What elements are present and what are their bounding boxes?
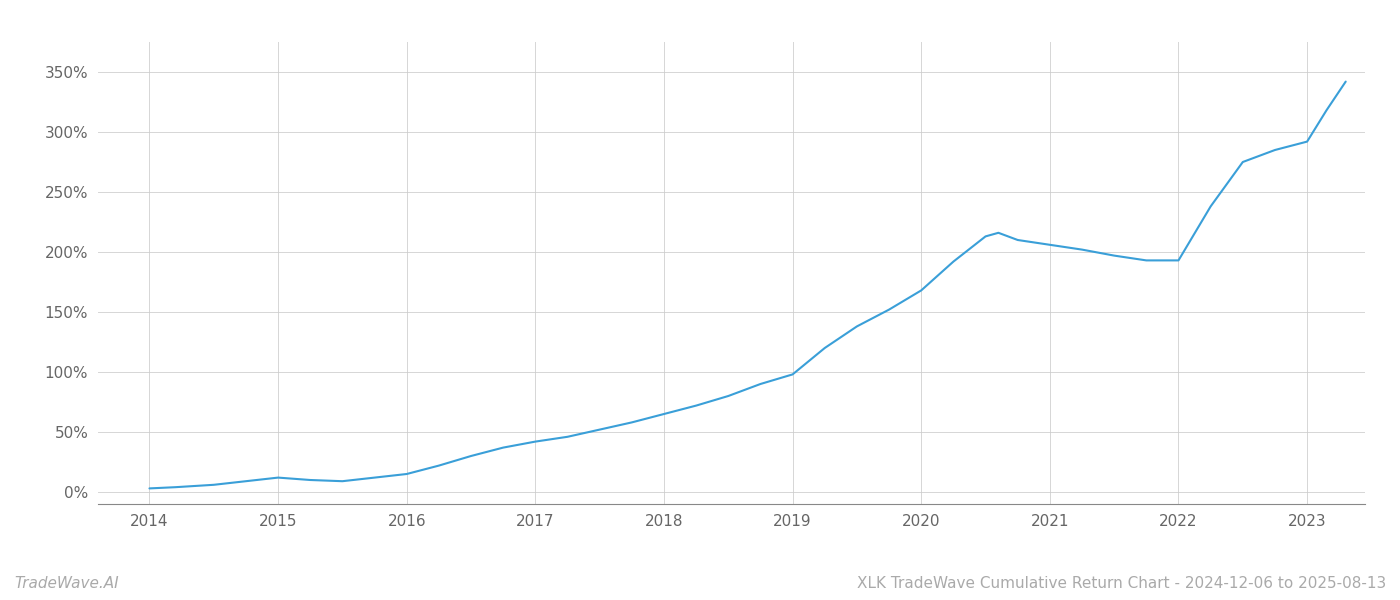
Text: TradeWave.AI: TradeWave.AI <box>14 576 119 591</box>
Text: XLK TradeWave Cumulative Return Chart - 2024-12-06 to 2025-08-13: XLK TradeWave Cumulative Return Chart - … <box>857 576 1386 591</box>
